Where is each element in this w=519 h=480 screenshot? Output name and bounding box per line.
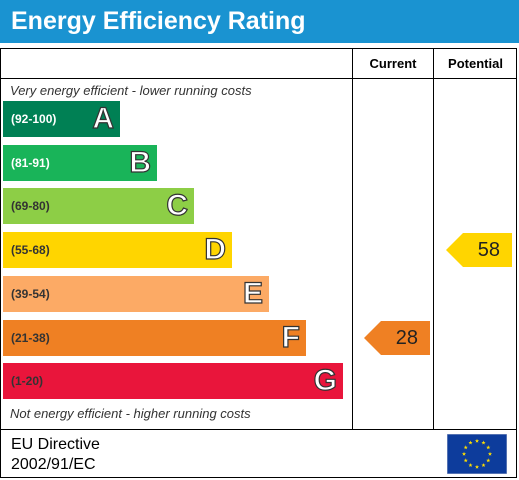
potential-rating-arrow: 58 xyxy=(446,233,512,267)
band-d-range: (55-68) xyxy=(11,243,50,257)
band-d-letter: D xyxy=(204,232,227,266)
band-e-letter: E xyxy=(242,276,263,310)
potential-rating-value: 58 xyxy=(477,239,500,261)
eu-star-icon xyxy=(461,451,467,456)
eu-star-icon xyxy=(474,464,480,469)
current-column-header: Current xyxy=(369,56,417,71)
band-a: (92-100) A xyxy=(3,101,120,137)
band-g-letter: G xyxy=(313,363,338,397)
band-f-range: (21-38) xyxy=(11,331,50,345)
chart-frame xyxy=(0,48,517,478)
top-caption: Very energy efficient - lower running co… xyxy=(10,83,252,98)
eu-directive-code: 2002/91/EC xyxy=(11,456,96,473)
current-column-divider xyxy=(352,48,353,430)
eu-directive-label: EU Directive xyxy=(11,436,100,453)
eu-star-icon xyxy=(463,458,468,463)
eu-star-icon xyxy=(468,440,473,445)
eu-star-icon xyxy=(481,463,486,468)
eu-flag-icon xyxy=(447,434,507,474)
eu-star-icon xyxy=(487,451,493,456)
band-a-range: (92-100) xyxy=(11,112,57,126)
band-e-range: (39-54) xyxy=(11,287,50,301)
band-g: (1-20) G xyxy=(3,363,343,399)
eu-star-icon xyxy=(463,445,468,450)
current-rating-arrow: 28 xyxy=(364,321,430,355)
band-c: (69-80) C xyxy=(3,188,194,224)
eu-star-icon xyxy=(486,445,491,450)
potential-column-header: Potential xyxy=(448,56,503,71)
band-f: (21-38) F xyxy=(3,320,306,356)
bottom-caption: Not energy efficient - higher running co… xyxy=(10,406,251,421)
band-b: (81-91) B xyxy=(3,145,157,181)
band-e: (39-54) E xyxy=(3,276,269,312)
band-f-letter: F xyxy=(281,320,301,354)
band-b-letter: B xyxy=(129,145,152,179)
current-rating-value: 28 xyxy=(395,327,418,349)
band-b-range: (81-91) xyxy=(11,156,50,170)
eu-star-icon xyxy=(481,440,486,445)
band-c-range: (69-80) xyxy=(11,199,50,213)
footer-divider xyxy=(0,429,517,430)
eu-star-icon xyxy=(468,463,473,468)
band-d: (55-68) D xyxy=(3,232,232,268)
title-bar: Energy Efficiency Rating xyxy=(0,0,519,43)
potential-column-divider xyxy=(433,48,434,430)
band-a-letter: A xyxy=(92,101,115,135)
band-c-letter: C xyxy=(166,188,189,222)
header-divider xyxy=(0,78,517,79)
eu-star-icon xyxy=(474,438,480,443)
chart-title: Energy Efficiency Rating xyxy=(11,7,306,35)
band-g-range: (1-20) xyxy=(11,374,44,388)
eu-star-icon xyxy=(486,458,491,463)
